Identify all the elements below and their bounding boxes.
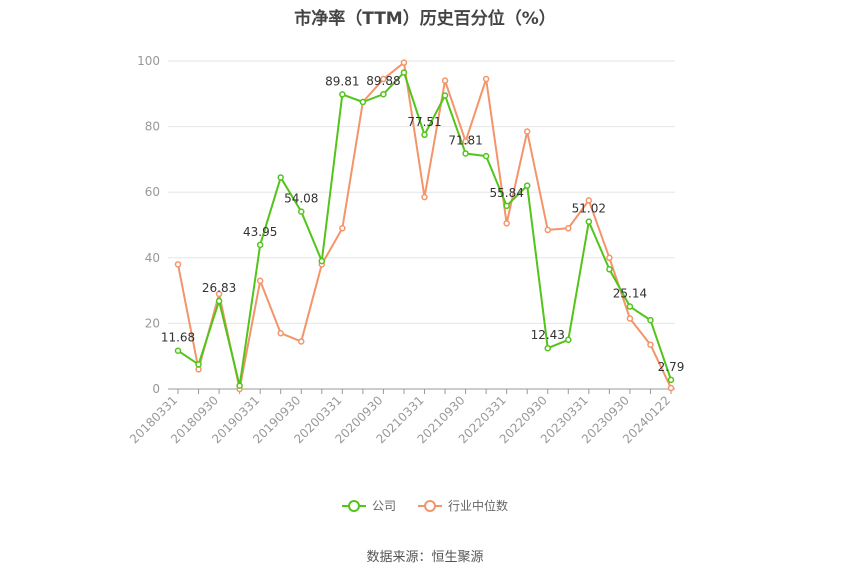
data-point-company [565,336,572,344]
legend-label-industry-median: 行业中位数 [448,499,509,513]
data-point-company [298,208,305,215]
y-tick-label: 20 [145,316,160,330]
data-point-company [503,202,510,210]
data-label: 26.83 [202,281,236,295]
data-point-industry-median [277,329,284,337]
legend-swatch-industry-median [418,499,442,512]
data-point-company [441,92,449,99]
data-label: 89.88 [366,74,400,88]
legend-label-company: 公司 [371,499,396,513]
data-point-industry-median [482,75,490,83]
legend: 公司 行业中位数 [0,497,850,514]
data-point-company [339,91,346,98]
data-point-company [380,90,387,98]
data-label: 71.81 [448,133,482,147]
data-point-company [236,382,243,389]
data-label: 77.51 [407,115,441,129]
data-point-company [256,241,264,249]
data-label: 51.02 [572,202,606,216]
chart-title: 市净率（TTM）历史百分位（%） [294,9,556,29]
axes: 0204060801002018033120180930201903312019… [127,54,675,446]
data-point-industry-median [606,254,613,262]
legend-item-company[interactable]: 公司 [341,497,396,514]
data-point-industry-median [544,226,551,234]
data-point-industry-median [523,128,531,135]
data-point-company [626,303,634,310]
data-point-industry-median [215,290,223,298]
y-tick-label: 40 [145,251,160,265]
data-point-company [277,174,284,181]
data-point-industry-median [667,384,675,392]
data-point-company [667,376,675,384]
data-label: 89.81 [325,74,359,88]
data-point-industry-median [256,277,264,285]
data-point-industry-median [400,59,408,66]
y-tick-label: 100 [137,54,160,68]
data-point-industry-median [565,225,572,232]
data-point-industry-median [626,315,634,322]
y-tick-label: 0 [152,382,160,396]
data-point-company [523,182,531,189]
data-point-industry-median [339,225,346,232]
data-point-industry-median [647,341,654,348]
data-point-company [215,297,223,305]
data-point-company [482,152,490,160]
data-point-company [544,344,551,352]
data-point-company [359,98,367,106]
data-point-industry-median [462,138,469,145]
data-point-industry-median [298,338,305,345]
data-point-industry-median [421,193,428,201]
grid-lines [168,60,675,324]
data-label: 12.43 [531,328,565,342]
data-point-company [400,69,408,76]
data-point-industry-median [585,197,593,204]
data-point-company [606,266,613,273]
data-label: 54.08 [284,192,318,206]
data-point-company [585,218,593,225]
data-point-company [647,316,654,324]
y-tick-label: 60 [145,185,160,199]
data-label: 25.14 [613,287,647,301]
data-point-company [174,347,182,354]
data-labels: 11.68 26.83 43.95 54.08 89.81 89.88 77.51 71.81… [161,74,685,374]
legend-swatch-company [341,499,366,512]
data-point-industry-median [503,220,510,227]
data-label: 43.95 [243,225,277,239]
data-point-industry-median [174,261,182,268]
data-point-industry-median [380,75,387,83]
data-point-company [421,131,428,139]
legend-item-industry-median[interactable]: 行业中位数 [418,497,508,514]
y-tick-label: 80 [145,120,160,134]
data-label: 2.79 [658,360,685,374]
data-point-company [318,257,326,265]
source-note: 数据来源：恒生聚源 [366,550,484,565]
data-point-company [195,361,202,368]
data-point-company [462,150,469,157]
data-point-industry-median [441,77,449,84]
data-label: 11.68 [161,331,195,345]
series-lines [174,59,675,393]
data-label: 55.84 [489,186,523,200]
